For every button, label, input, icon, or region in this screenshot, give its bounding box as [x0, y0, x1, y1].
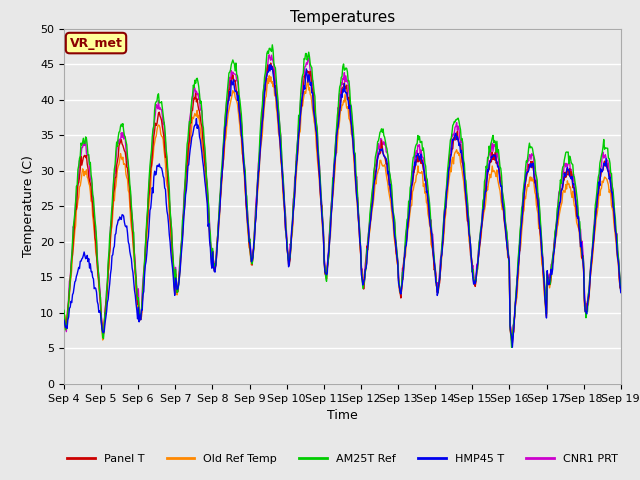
- X-axis label: Time: Time: [327, 409, 358, 422]
- Y-axis label: Temperature (C): Temperature (C): [22, 156, 35, 257]
- Title: Temperatures: Temperatures: [290, 10, 395, 25]
- Legend: Panel T, Old Ref Temp, AM25T Ref, HMP45 T, CNR1 PRT: Panel T, Old Ref Temp, AM25T Ref, HMP45 …: [63, 450, 622, 469]
- Text: VR_met: VR_met: [70, 36, 122, 49]
